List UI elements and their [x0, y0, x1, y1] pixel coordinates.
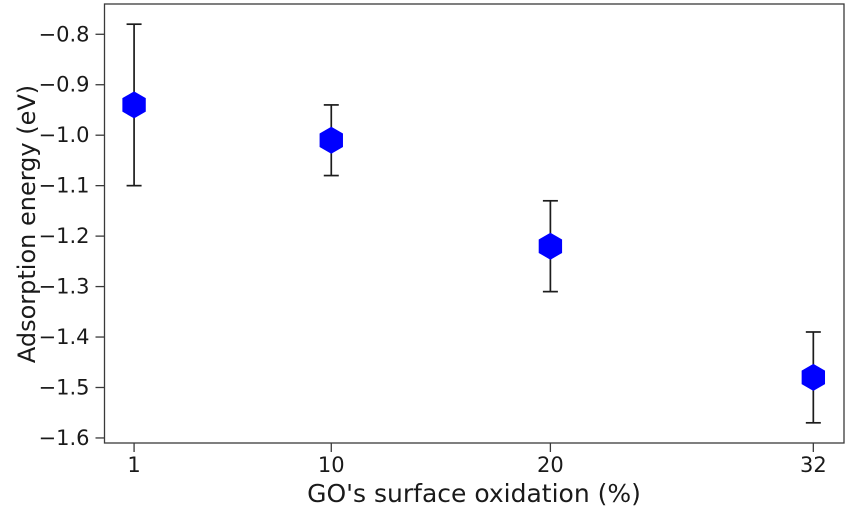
x-tick-label: 10 [318, 453, 345, 477]
data-point-marker [801, 363, 826, 391]
y-tick-label: −1.4 [39, 325, 90, 349]
y-tick-label: −0.9 [39, 73, 90, 97]
y-tick-label: −1.5 [39, 375, 90, 399]
data-point-marker [319, 126, 343, 154]
x-axis-label: GO's surface oxidation (%) [307, 479, 641, 508]
y-tick-label: −1.0 [39, 123, 90, 147]
y-tick-label: −1.1 [39, 174, 90, 198]
y-tick-label: −0.8 [39, 22, 90, 46]
plot-border [103, 3, 845, 444]
x-tick-label: 32 [800, 453, 827, 477]
y-axis-label: Adsorption energy (eV) [13, 84, 41, 364]
y-tick-label: −1.2 [39, 224, 90, 248]
x-tick-label: 1 [127, 453, 140, 477]
y-tick-label: −1.3 [39, 275, 90, 299]
data-point-marker [538, 232, 563, 260]
y-tick-label: −1.6 [39, 426, 90, 450]
data-point-marker [122, 91, 146, 119]
x-tick-label: 20 [537, 453, 564, 477]
